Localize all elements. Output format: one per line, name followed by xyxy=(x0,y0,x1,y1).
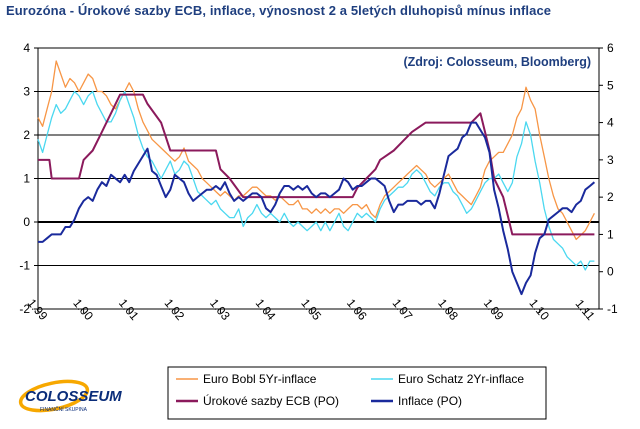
y-left-tick-label: 3 xyxy=(23,85,30,99)
y-right-tick-label: 5 xyxy=(607,78,614,92)
legend-label: Euro Bobl 5Yr-inflace xyxy=(203,372,317,386)
gridlines xyxy=(38,91,599,266)
y-left-tick-label: -1 xyxy=(19,259,30,273)
legend-label: Euro Schatz 2Yr-inflace xyxy=(398,372,524,386)
y-left-tick-label: -2 xyxy=(19,302,30,316)
logo-swoosh-icon xyxy=(18,379,90,413)
series-line-2 xyxy=(38,93,595,236)
legend-box xyxy=(167,366,547,420)
y-right-tick-label: 0 xyxy=(607,265,614,279)
y-right-tick-label: -1 xyxy=(607,302,618,316)
y-left-tick-label: 1 xyxy=(23,172,30,186)
y-left-tick-label: 4 xyxy=(23,41,30,55)
y-right-tick-label: 1 xyxy=(607,227,614,241)
source-note-bg xyxy=(382,50,596,74)
series-layer xyxy=(37,60,596,296)
series-line-0 xyxy=(37,60,595,241)
y-right-tick-label: 2 xyxy=(607,190,614,204)
logo-wordmark: COLOSSEUM xyxy=(25,388,122,405)
legend-label: Úrokové sazby ECB (PO) xyxy=(203,393,339,408)
y-left-tick-label: 0 xyxy=(23,215,30,229)
y-left-tick-label: 2 xyxy=(23,128,30,142)
chart-title: Eurozóna - Úrokové sazby ECB, inflace, v… xyxy=(6,3,552,18)
legend: Euro Bobl 5Yr-inflace Euro Schatz 2Yr-inf… xyxy=(167,366,547,420)
series-line-3 xyxy=(38,121,596,296)
y-right-tick-label: 3 xyxy=(607,153,614,167)
y-right-tick-label: 6 xyxy=(607,41,614,55)
colosseum-logo: COLOSSEUM FINANČNÍ SKUPINA xyxy=(18,379,122,413)
logo-tagline: FINANČNÍ SKUPINA xyxy=(40,406,88,413)
series-line-1 xyxy=(37,90,595,271)
legend-label: Inflace (PO) xyxy=(398,394,462,408)
source-note: (Zdroj: Colosseum, Bloomberg) xyxy=(404,55,592,69)
y-right-tick-label: 4 xyxy=(607,116,614,130)
